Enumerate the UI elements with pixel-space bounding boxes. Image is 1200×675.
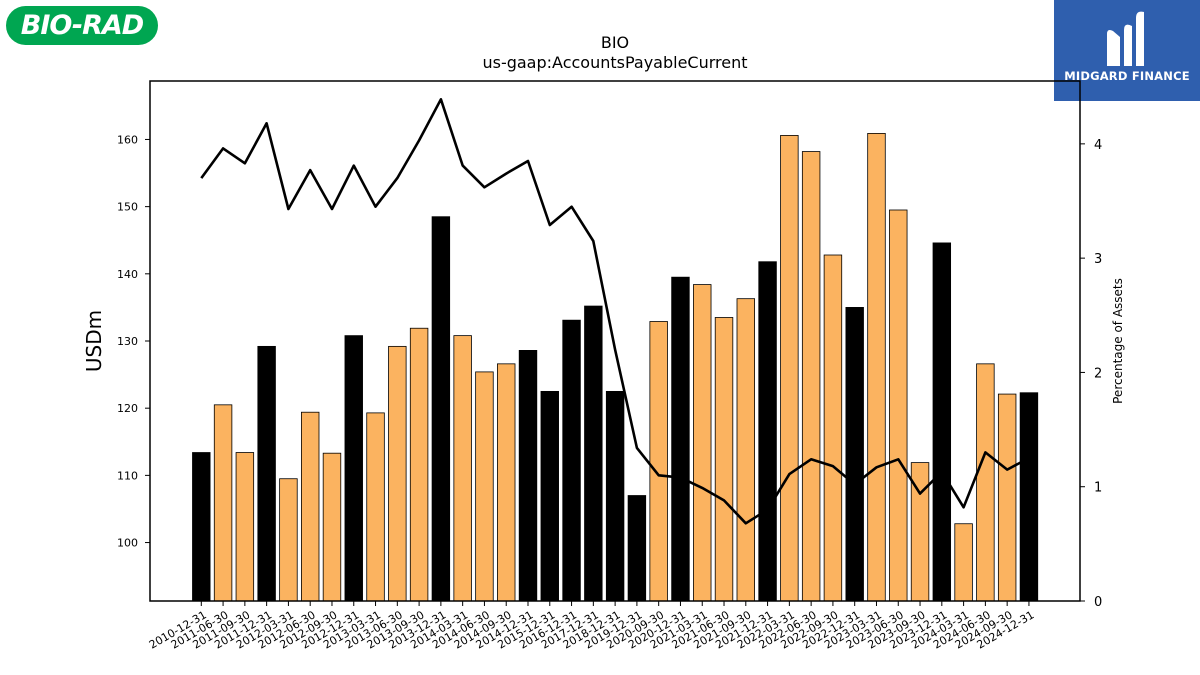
bar-2016-12-31 [562, 319, 581, 602]
bar-2011-12-31 [257, 345, 276, 602]
bar-2024-12-31 [1019, 392, 1039, 602]
bar-2014-03-31 [453, 335, 472, 602]
midgard-finance-logo-text: MIDGARD FINANCE [1064, 69, 1190, 83]
y-tick-label: 140 [117, 268, 138, 281]
bar-2015-12-31 [540, 390, 559, 602]
bar-2020-09-30 [649, 321, 668, 602]
bar-2021-12-31 [758, 261, 777, 602]
bar-2013-12-31 [431, 216, 451, 602]
percentage-of-assets-line [200, 98, 1030, 525]
bar-2013-03-31 [366, 412, 385, 602]
bar-2022-12-31 [845, 307, 864, 602]
chart-subtitle: us-gaap:AccountsPayableCurrent [482, 53, 747, 72]
bar-2018-12-31 [605, 390, 625, 602]
midgard-finance-logo: MIDGARD FINANCE [1054, 0, 1200, 101]
bar-2023-03-31 [867, 133, 886, 602]
bar-2023-06-30 [889, 209, 908, 602]
y2-axis-label: Percentage of Assets [1111, 278, 1125, 404]
y2-tick-label: 1 [1094, 481, 1102, 496]
bar-2010-12-31 [192, 452, 211, 602]
bar-2017-12-31 [584, 305, 603, 602]
bar-2019-12-31 [627, 495, 647, 602]
y-tick-label: 160 [117, 133, 138, 146]
y-tick-label: 150 [117, 201, 138, 214]
y2-tick-label: 3 [1094, 252, 1102, 267]
bar-2014-12-31 [518, 350, 538, 602]
bar-2012-03-31 [279, 478, 298, 602]
bar-2024-06-30 [976, 363, 995, 602]
bar-2022-06-30 [801, 151, 821, 602]
bar-2011-09-30 [235, 452, 255, 602]
y-tick-label: 110 [117, 469, 138, 482]
y2-tick-label: 0 [1094, 595, 1102, 610]
bar-2021-06-30 [714, 317, 734, 602]
y-tick-label: 100 [117, 537, 138, 550]
bio-rad-logo-text: BIO-RAD [20, 10, 144, 41]
y-tick-label: 130 [117, 335, 138, 348]
bar-2012-06-30 [300, 411, 320, 602]
bar-2013-09-30 [409, 327, 429, 602]
bar-2021-09-30 [736, 298, 756, 602]
chart-title: BIO [601, 33, 629, 52]
bar-2012-12-31 [344, 335, 363, 602]
bar-2011-06-30 [213, 404, 233, 602]
y2-tick-label: 4 [1094, 138, 1102, 153]
bar-2022-03-31 [780, 135, 799, 602]
bar-2012-09-30 [322, 452, 342, 602]
bar-2014-06-30 [475, 371, 494, 602]
bar-2023-12-31 [932, 242, 952, 602]
midgard-mark-icon [1107, 11, 1144, 67]
bar-2024-09-30 [997, 393, 1017, 602]
y2-tick-label: 2 [1094, 366, 1102, 381]
y-tick-label: 120 [117, 402, 138, 415]
y-axis-label: USDm [82, 310, 106, 372]
bar-2013-06-30 [388, 345, 407, 602]
bar-2014-09-30 [497, 363, 516, 602]
bar-2021-03-31 [693, 284, 712, 602]
bar-2024-03-31 [954, 523, 973, 602]
bar-2022-09-30 [823, 254, 843, 602]
bar-2020-12-31 [671, 276, 690, 602]
bio-rad-logo: BIO-RAD [6, 6, 158, 45]
